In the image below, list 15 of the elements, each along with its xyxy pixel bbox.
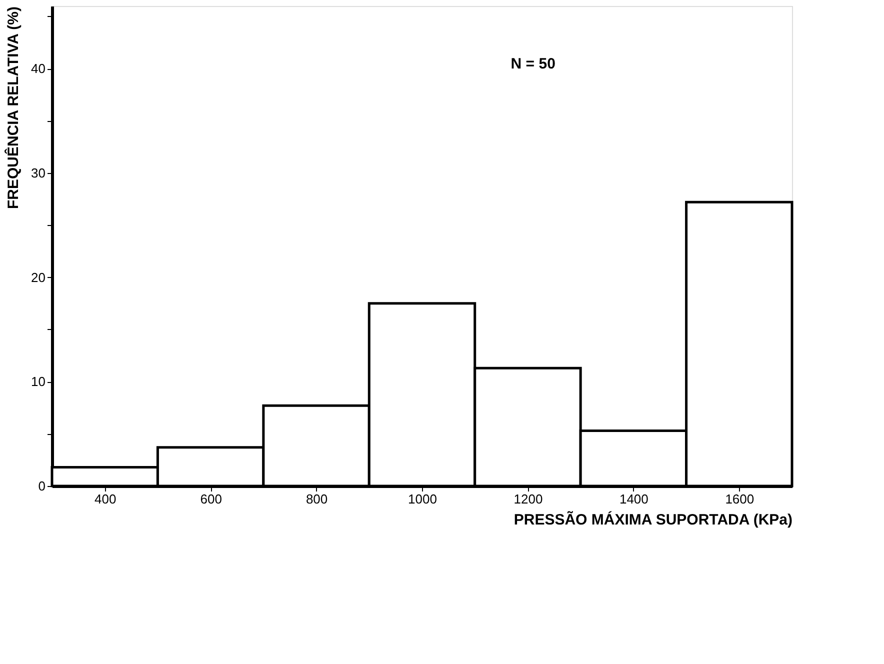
x-tick-label: 800 bbox=[306, 492, 328, 506]
y-tick-label: 20 bbox=[31, 270, 46, 285]
x-tick-label: 400 bbox=[94, 492, 116, 506]
x-tick-label: 1400 bbox=[619, 492, 648, 506]
y-tick-label: 30 bbox=[31, 165, 46, 180]
x-tick-label: 1000 bbox=[408, 492, 437, 506]
y-tick-label: 0 bbox=[38, 478, 46, 494]
x-tick-label: 1600 bbox=[725, 492, 754, 506]
annotation: N = 50 bbox=[510, 56, 556, 73]
x-tick-label: 1200 bbox=[514, 492, 543, 506]
x-tick-label: 600 bbox=[200, 492, 222, 506]
y-tick-label: 10 bbox=[31, 374, 46, 390]
x-axis-title: PRESSÃO MÁXIMA SUPORTADA (KPa) bbox=[514, 510, 792, 528]
y-axis-title: FREQUÊNCIA RELATIVA (%) bbox=[4, 6, 22, 209]
y-tick-label: 40 bbox=[31, 61, 46, 76]
